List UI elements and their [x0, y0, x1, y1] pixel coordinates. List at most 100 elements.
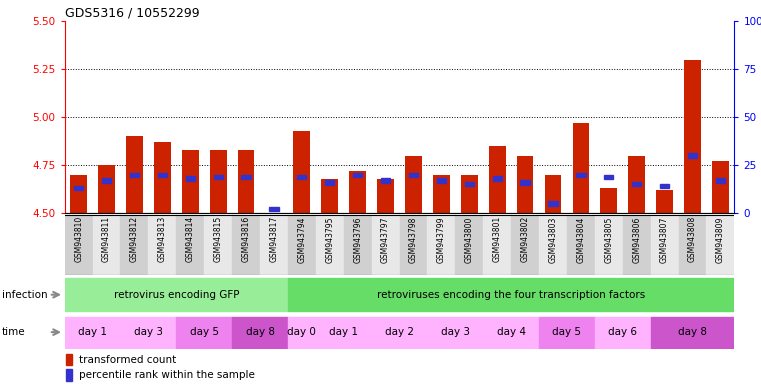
Bar [716, 178, 725, 183]
FancyBboxPatch shape [288, 316, 316, 348]
Bar [344, 215, 371, 275]
Bar [409, 172, 418, 177]
FancyBboxPatch shape [288, 278, 734, 311]
Text: GSM943805: GSM943805 [604, 216, 613, 263]
Text: GSM943803: GSM943803 [549, 216, 558, 263]
Text: day 5: day 5 [552, 327, 581, 337]
Bar [102, 178, 111, 183]
Bar [400, 215, 428, 275]
Bar [210, 150, 227, 213]
Bar [576, 172, 585, 177]
Bar [622, 215, 651, 275]
Bar [461, 175, 478, 213]
Bar [706, 215, 734, 275]
Bar [600, 188, 617, 213]
Bar [381, 178, 390, 183]
FancyBboxPatch shape [232, 316, 288, 348]
Bar [492, 177, 501, 181]
FancyBboxPatch shape [65, 278, 288, 311]
Text: GSM943810: GSM943810 [74, 216, 83, 263]
Text: day 5: day 5 [189, 327, 218, 337]
Text: GSM943814: GSM943814 [186, 216, 195, 263]
Bar [260, 215, 288, 275]
Bar [349, 171, 366, 213]
Text: GSM943815: GSM943815 [214, 216, 223, 263]
Bar [154, 142, 170, 213]
Text: GSM943802: GSM943802 [521, 216, 530, 263]
Text: GSM943798: GSM943798 [409, 216, 418, 263]
Bar [567, 215, 595, 275]
Bar [712, 161, 729, 213]
Bar [66, 369, 72, 381]
Text: day 8: day 8 [246, 327, 275, 337]
Bar [433, 175, 450, 213]
Bar [437, 178, 446, 183]
Bar [353, 172, 362, 177]
Text: day 4: day 4 [497, 327, 526, 337]
Text: day 1: day 1 [78, 327, 107, 337]
Text: day 3: day 3 [441, 327, 470, 337]
Text: day 3: day 3 [134, 327, 163, 337]
Text: GSM943808: GSM943808 [688, 216, 697, 263]
Text: GSM943799: GSM943799 [437, 216, 446, 263]
Text: GSM943796: GSM943796 [353, 216, 362, 263]
Bar [130, 172, 139, 177]
FancyBboxPatch shape [428, 316, 483, 348]
Text: GSM943794: GSM943794 [298, 216, 307, 263]
Text: day 0: day 0 [288, 327, 317, 337]
Bar [98, 165, 115, 213]
Bar [325, 180, 334, 185]
Bar [549, 202, 558, 206]
Bar [679, 215, 706, 275]
Bar [428, 215, 455, 275]
Text: GSM943807: GSM943807 [660, 216, 669, 263]
Text: day 6: day 6 [608, 327, 637, 337]
Bar [158, 172, 167, 177]
Bar [517, 156, 533, 213]
Bar [684, 60, 701, 213]
Text: time: time [2, 327, 25, 337]
Text: GSM943812: GSM943812 [130, 216, 139, 262]
Bar [93, 215, 120, 275]
FancyBboxPatch shape [371, 316, 428, 348]
Bar [298, 174, 307, 179]
Bar [269, 207, 279, 212]
Text: GSM943795: GSM943795 [325, 216, 334, 263]
Text: GSM943809: GSM943809 [716, 216, 725, 263]
Bar [120, 215, 148, 275]
Text: infection: infection [2, 290, 47, 300]
Bar [65, 215, 93, 275]
Bar [148, 215, 177, 275]
Bar [214, 174, 223, 179]
Bar [604, 174, 613, 179]
Bar [377, 179, 394, 213]
Bar [651, 215, 679, 275]
Bar [660, 184, 669, 189]
Text: transformed count: transformed count [78, 354, 176, 364]
Text: percentile rank within the sample: percentile rank within the sample [78, 370, 255, 380]
Bar [371, 215, 400, 275]
Text: day 1: day 1 [330, 327, 358, 337]
FancyBboxPatch shape [65, 316, 120, 348]
FancyBboxPatch shape [651, 316, 734, 348]
Bar [572, 123, 589, 213]
Bar [465, 182, 474, 186]
Bar [241, 174, 250, 179]
Bar [629, 156, 645, 213]
Bar [316, 215, 344, 275]
Bar [66, 354, 72, 365]
Bar [126, 136, 143, 213]
Bar [511, 215, 539, 275]
Bar [632, 182, 642, 186]
Bar [288, 215, 316, 275]
Bar [186, 177, 195, 181]
Text: day 2: day 2 [385, 327, 414, 337]
Bar [595, 215, 622, 275]
Text: GSM943811: GSM943811 [102, 216, 111, 262]
Text: GSM943817: GSM943817 [269, 216, 279, 263]
Bar [321, 179, 338, 213]
Bar [74, 186, 83, 190]
Text: GSM943816: GSM943816 [241, 216, 250, 263]
Bar [688, 154, 697, 158]
FancyBboxPatch shape [595, 316, 651, 348]
